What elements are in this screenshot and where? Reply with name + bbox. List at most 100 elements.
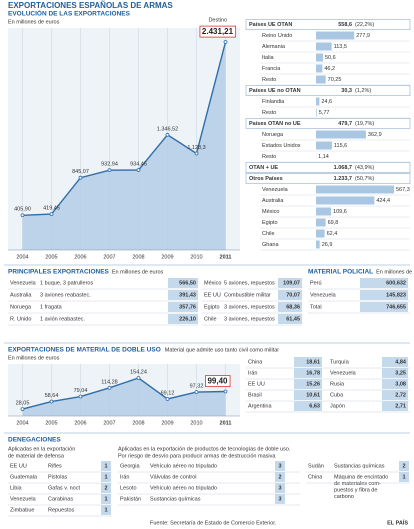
x-tick-label: 2009 bbox=[161, 420, 173, 426]
table-cell: 3,25 bbox=[395, 370, 406, 376]
value-label: 62,4 bbox=[327, 231, 338, 237]
table-cell: China bbox=[308, 474, 323, 480]
page-title: EXPORTACIONES ESPAÑOLAS DE ARMAS bbox=[8, 1, 173, 10]
group-share: (19,7%) bbox=[355, 121, 374, 127]
bar bbox=[316, 64, 323, 73]
group-value: 1.233,7 bbox=[334, 176, 352, 182]
value-cell bbox=[168, 290, 198, 300]
point bbox=[165, 132, 170, 137]
value-cell bbox=[360, 302, 408, 312]
group-value: 558,6 bbox=[338, 22, 352, 28]
table-cell: 3 aviones reabastec. bbox=[40, 292, 91, 298]
table-cell: R. Unido bbox=[10, 316, 31, 322]
value-label: 114,28 bbox=[101, 379, 117, 385]
value-label: 934,45 bbox=[130, 162, 147, 168]
section-subtitle: de material de defensa bbox=[8, 453, 65, 459]
point bbox=[194, 390, 199, 394]
value-label: 50,6 bbox=[325, 55, 336, 61]
point bbox=[20, 213, 25, 218]
value-label: 113,5 bbox=[334, 44, 347, 50]
category-label: Francia bbox=[262, 66, 281, 72]
group-box bbox=[245, 19, 411, 30]
table-cell: 1 bbox=[104, 474, 107, 480]
group-value: 30,3 bbox=[341, 88, 352, 94]
table-cell: Cuba bbox=[330, 392, 344, 398]
x-tick-label: 2007 bbox=[103, 420, 115, 426]
value-label: 58,64 bbox=[45, 393, 59, 399]
x-tick-label: 2011 bbox=[220, 254, 232, 260]
table-cell: 357,76 bbox=[179, 304, 196, 310]
x-tick-label: 2006 bbox=[74, 420, 86, 426]
table-cell: 2 bbox=[104, 485, 107, 491]
group-share: (22,2%) bbox=[355, 22, 374, 28]
table-cell: 2,71 bbox=[395, 403, 406, 409]
table-cell: Total bbox=[310, 304, 322, 310]
value-cell bbox=[168, 314, 198, 324]
table-cell: Válvulas de control bbox=[150, 474, 196, 480]
table-cell: carbono bbox=[334, 494, 354, 500]
category-label: Alemania bbox=[262, 44, 286, 50]
point bbox=[49, 212, 54, 217]
table-cell: Zimbabue bbox=[10, 507, 34, 513]
category-label: Resto bbox=[262, 77, 276, 83]
group-share: (1,2%) bbox=[355, 88, 371, 94]
table-cell: Gafas v. noct bbox=[48, 485, 80, 491]
category-label: Chile bbox=[262, 231, 275, 237]
section-title: PRINCIPALES EXPORTACIONES bbox=[8, 269, 110, 276]
point bbox=[223, 389, 228, 394]
chart-subtitle: En millones de euros bbox=[8, 19, 60, 25]
value-cell bbox=[399, 461, 409, 471]
table-cell: 70,07 bbox=[286, 292, 300, 298]
x-tick-label: 2009 bbox=[161, 254, 173, 260]
table-cell: 1 bbox=[104, 496, 107, 502]
line bbox=[22, 377, 226, 410]
value-label: 109,6 bbox=[333, 209, 347, 215]
table-cell: 226,10 bbox=[179, 316, 196, 322]
section-title: DENEGACIONES bbox=[8, 437, 61, 444]
table-cell: 2 bbox=[402, 463, 405, 469]
group-box bbox=[245, 162, 411, 173]
point bbox=[194, 151, 199, 156]
category-label: Reino Unido bbox=[262, 33, 292, 39]
group-name: OTAN + UE bbox=[249, 165, 278, 171]
category-label: Venezuela bbox=[262, 187, 289, 193]
x-tick-label: 2010 bbox=[190, 420, 202, 426]
value-cell bbox=[294, 401, 322, 411]
point bbox=[223, 40, 228, 44]
table-cell: EE UU bbox=[204, 292, 221, 298]
bar bbox=[316, 218, 326, 227]
brand: EL PAÍS bbox=[387, 518, 408, 526]
x-tick-label: 2005 bbox=[45, 254, 57, 260]
value-label: 70,25 bbox=[328, 77, 342, 83]
chart-title: EXPORTACIONES DE MATERIAL DE DOBLE USO bbox=[8, 347, 161, 354]
value-label: 1.346,52 bbox=[157, 126, 178, 132]
table-cell: 61,45 bbox=[286, 316, 300, 322]
group-share: (50,7%) bbox=[355, 176, 374, 182]
group-name: Otros Países bbox=[249, 176, 283, 182]
table-cell: 18,61 bbox=[306, 359, 320, 365]
group-box bbox=[245, 85, 411, 96]
table-cell: Combustible militar bbox=[224, 292, 271, 298]
table-cell: Repuestos bbox=[48, 507, 75, 513]
table-cell: Georgia bbox=[120, 463, 141, 469]
x-tick-label: 2011 bbox=[220, 420, 232, 426]
group-box bbox=[245, 118, 411, 129]
bar bbox=[316, 207, 332, 216]
table-cell: de materiales com- bbox=[334, 481, 381, 487]
value-label: 28,05 bbox=[16, 401, 30, 407]
table-cell: Turquía bbox=[330, 359, 350, 365]
group-name: Países UE no OTAN bbox=[249, 88, 301, 94]
table-cell: 2,72 bbox=[395, 392, 406, 398]
section-subtitle: Por riesgo de desvío para producir armas… bbox=[118, 453, 276, 459]
chart-subtitle: Material que admite uso tanto civil como… bbox=[165, 347, 279, 353]
table-cell: Irán bbox=[120, 474, 129, 480]
value-label: 26,9 bbox=[322, 242, 333, 248]
table-cell: Guatemala bbox=[10, 474, 38, 480]
point bbox=[165, 397, 170, 401]
table-cell: 3 aviones, repuestos bbox=[224, 316, 275, 322]
value-label: 154,24 bbox=[130, 369, 147, 375]
table-cell: 3 aviones, repuestos bbox=[224, 304, 275, 310]
category-label: Noruega bbox=[262, 132, 284, 138]
table-cell: Egipto bbox=[204, 304, 220, 310]
